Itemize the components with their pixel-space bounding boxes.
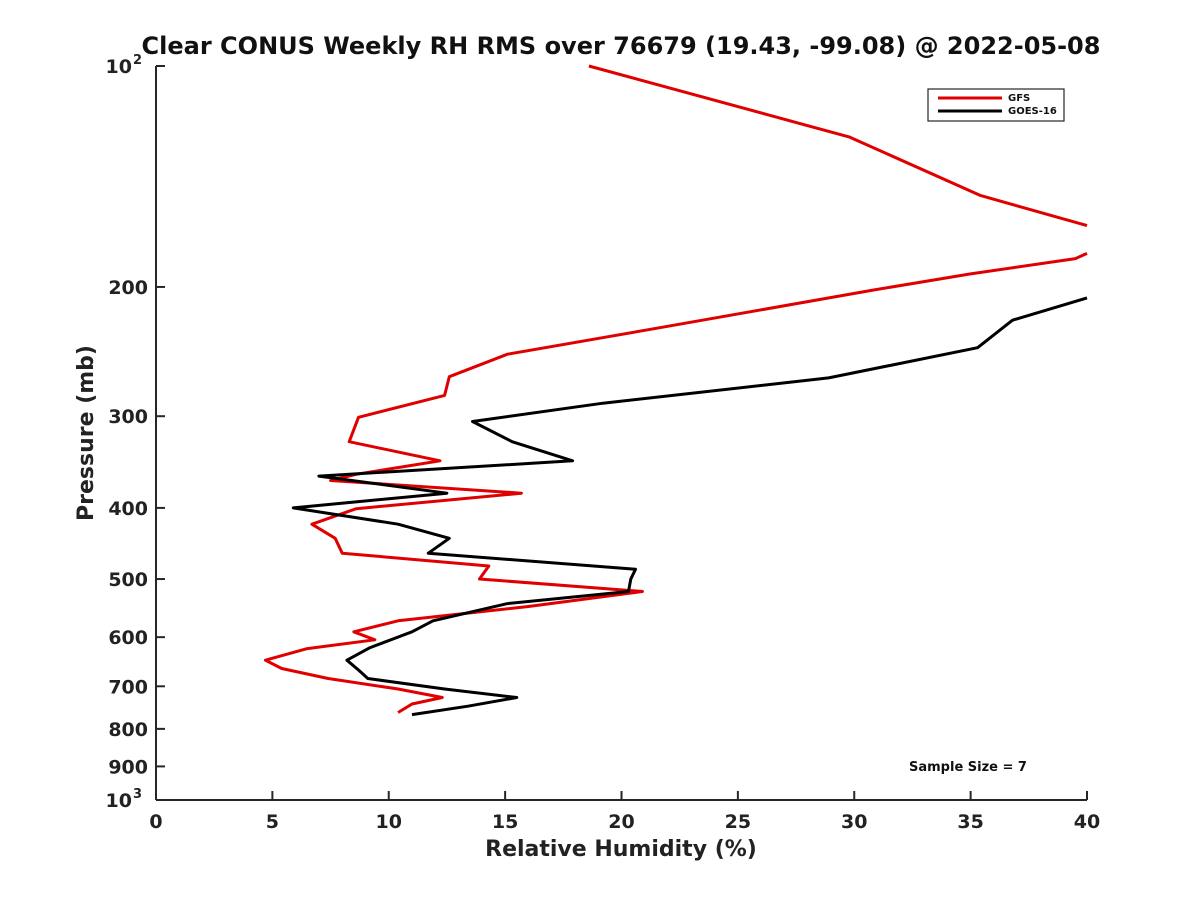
legend-label-goes16: GOES-16: [1008, 106, 1057, 117]
y-tick-exponent-9: 3: [133, 787, 142, 802]
y-tick-label-7: 800: [108, 719, 148, 741]
x-tick-label-5: 25: [725, 811, 751, 833]
y-tick-label-3: 400: [108, 498, 148, 520]
y-tick-label-4: 500: [108, 569, 148, 591]
x-tick-label-6: 30: [841, 811, 867, 833]
chart-title: Clear CONUS Weekly RH RMS over 76679 (19…: [142, 32, 1101, 60]
legend-label-gfs: GFS: [1008, 93, 1030, 104]
y-tick-label-2: 300: [108, 406, 148, 428]
x-tick-label-2: 10: [376, 811, 402, 833]
legend: GFS GOES-16: [927, 88, 1065, 122]
x-tick-label-3: 15: [492, 811, 518, 833]
x-tick-label-7: 35: [957, 811, 983, 833]
x-axis-label: Relative Humidity (%): [485, 837, 757, 862]
y-tick-label-0: 10: [106, 56, 132, 78]
plot-area: 0 5 10 15 20 25 30 35 40 10 220030040050060070080…: [106, 53, 1101, 833]
y-tick-label-8: 900: [108, 756, 148, 778]
x-tick-label-4: 20: [608, 811, 634, 833]
x-tick-label-8: 40: [1074, 811, 1100, 833]
y-tick-label-1: 200: [108, 277, 148, 299]
sample-size-annotation: Sample Size = 7: [909, 760, 1027, 775]
legend-box: [927, 88, 1065, 122]
x-tick-label-1: 5: [266, 811, 279, 833]
series-lines: [263, 64, 1088, 717]
y-tick-label-9: 10: [106, 790, 132, 812]
y-axis-label: Pressure (mb): [74, 345, 99, 521]
y-tick-exponent-0: 2: [133, 53, 142, 68]
series-line-1: [291, 296, 1088, 717]
x-tick-label-0: 0: [149, 811, 162, 833]
x-axis-ticks: 0 5 10 15 20 25 30 35 40: [149, 791, 1100, 833]
y-tick-label-6: 700: [108, 676, 148, 698]
y-tick-label-5: 600: [108, 627, 148, 649]
series-line-0: [263, 64, 1088, 714]
